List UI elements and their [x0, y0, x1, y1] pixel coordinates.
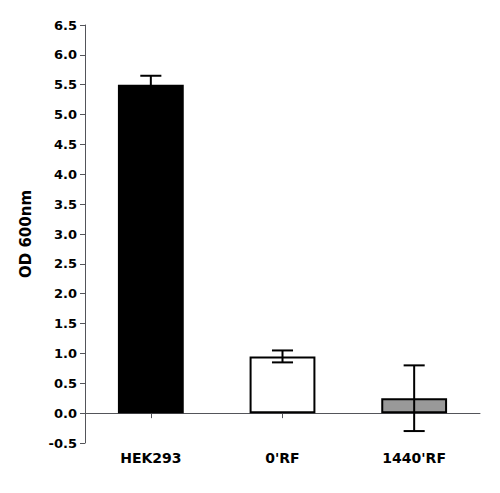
svg-text:3.5: 3.5: [54, 197, 77, 212]
svg-text:6.0: 6.0: [54, 47, 77, 62]
svg-text:0.5: 0.5: [54, 376, 77, 391]
svg-text:3.0: 3.0: [54, 227, 77, 242]
svg-text:5.5: 5.5: [54, 77, 77, 92]
svg-text:0'RF: 0'RF: [265, 450, 299, 466]
svg-text:6.5: 6.5: [54, 18, 77, 33]
svg-text:1.0: 1.0: [54, 346, 77, 361]
svg-text:1.5: 1.5: [54, 316, 77, 331]
svg-text:-0.5: -0.5: [49, 436, 77, 451]
svg-text:0.0: 0.0: [54, 406, 77, 421]
svg-text:4.0: 4.0: [54, 167, 77, 182]
svg-text:5.0: 5.0: [54, 107, 77, 122]
svg-text:OD 600nm: OD 600nm: [17, 190, 35, 278]
svg-text:4.5: 4.5: [54, 137, 77, 152]
svg-text:2.5: 2.5: [54, 256, 77, 271]
svg-text:HEK293: HEK293: [120, 450, 181, 466]
svg-text:2.0: 2.0: [54, 286, 77, 301]
svg-text:1440'RF: 1440'RF: [382, 450, 446, 466]
